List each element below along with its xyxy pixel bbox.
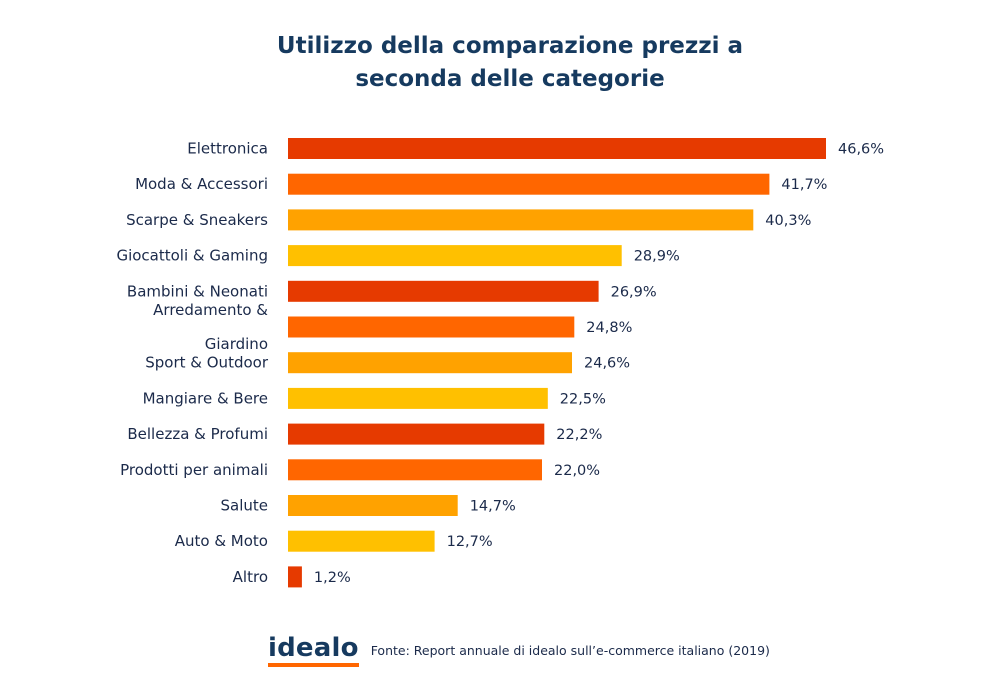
logo-underline [268,663,359,667]
value-label: 26,9% [611,284,657,300]
bar [288,530,435,552]
value-label: 28,9% [634,249,680,265]
category-label: Altro [233,568,268,586]
category-label: Auto & Moto [175,532,268,550]
value-label: 40,3% [765,213,811,229]
chart-title-line-1: Utilizzo della comparazione prezzi a [276,33,744,59]
value-label: 24,6% [584,356,630,372]
idealo-logo: idealo [268,633,359,667]
value-label: 22,0% [554,463,600,479]
value-label: 24,8% [586,320,632,336]
value-label: 14,7% [470,499,516,515]
bar [288,173,770,195]
category-label: Prodotti per animali [120,461,268,479]
value-label: 12,7% [447,534,493,550]
bar [288,387,548,409]
category-label: Giocattoli & Gaming [116,247,268,265]
category-label: Arredamento & [153,301,268,319]
category-label: Moda & Accessori [135,175,268,193]
value-label: 22,2% [556,427,602,443]
category-label: Bellezza & Profumi [127,425,268,443]
category-label: Elettronica [187,140,268,158]
logo-text: idealo [268,633,359,663]
value-label: 1,2% [314,570,351,586]
bar [288,245,622,267]
chart-title: Utilizzo della comparazione prezzi a sec… [150,30,870,96]
bar [288,138,826,159]
bar [288,316,575,338]
bar [288,459,542,481]
source-note: Fonte: Report annuale di idealo sull’e-c… [370,642,770,658]
value-label: 22,5% [560,391,606,407]
category-label: Salute [221,497,269,515]
bar [288,280,599,302]
category-label: Scarpe & Sneakers [126,211,268,229]
bar [288,352,572,374]
bar [288,566,302,588]
category-label: Sport & Outdoor [145,354,269,372]
value-label: 46,6% [838,142,884,158]
category-label: Bambini & Neonati [127,282,268,300]
category-label: Giardino [205,335,268,353]
chart-title-line-2: seconda delle categorie [355,66,665,92]
category-label: Mangiare & Bere [143,389,268,407]
bar [288,423,545,445]
bar [288,495,458,516]
bar [288,209,754,231]
footer: idealo Fonte: Report annuale di idealo s… [268,632,770,668]
value-label: 41,7% [781,177,827,193]
